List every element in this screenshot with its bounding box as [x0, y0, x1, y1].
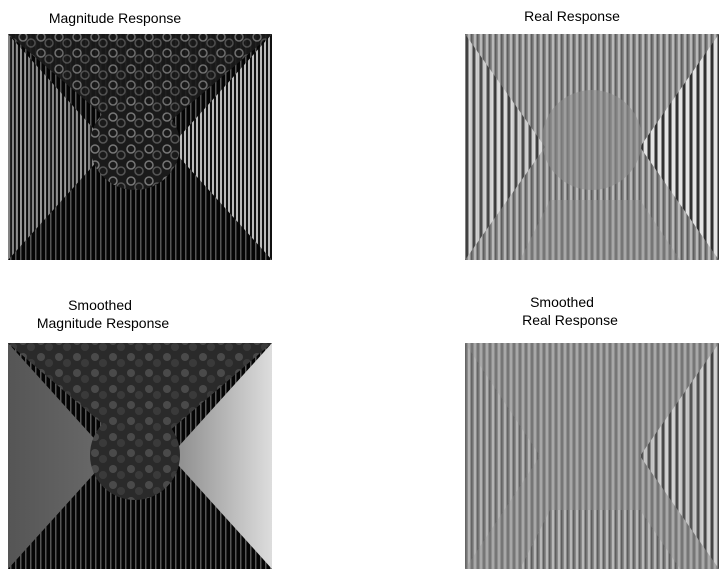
image — [8, 343, 272, 569]
panel-title: Smoothed — [530, 294, 594, 310]
image — [8, 34, 272, 260]
panel-title: Magnitude Response — [49, 10, 182, 26]
panel-title: Real Response — [522, 312, 618, 328]
figure: Magnitude Response Real Response Smoothe… — [0, 0, 719, 569]
panel-title: Real Response — [524, 8, 620, 24]
panel-title: Magnitude Response — [37, 315, 170, 331]
image — [465, 343, 719, 569]
image — [465, 34, 719, 260]
panel-title: Smoothed — [68, 297, 132, 313]
